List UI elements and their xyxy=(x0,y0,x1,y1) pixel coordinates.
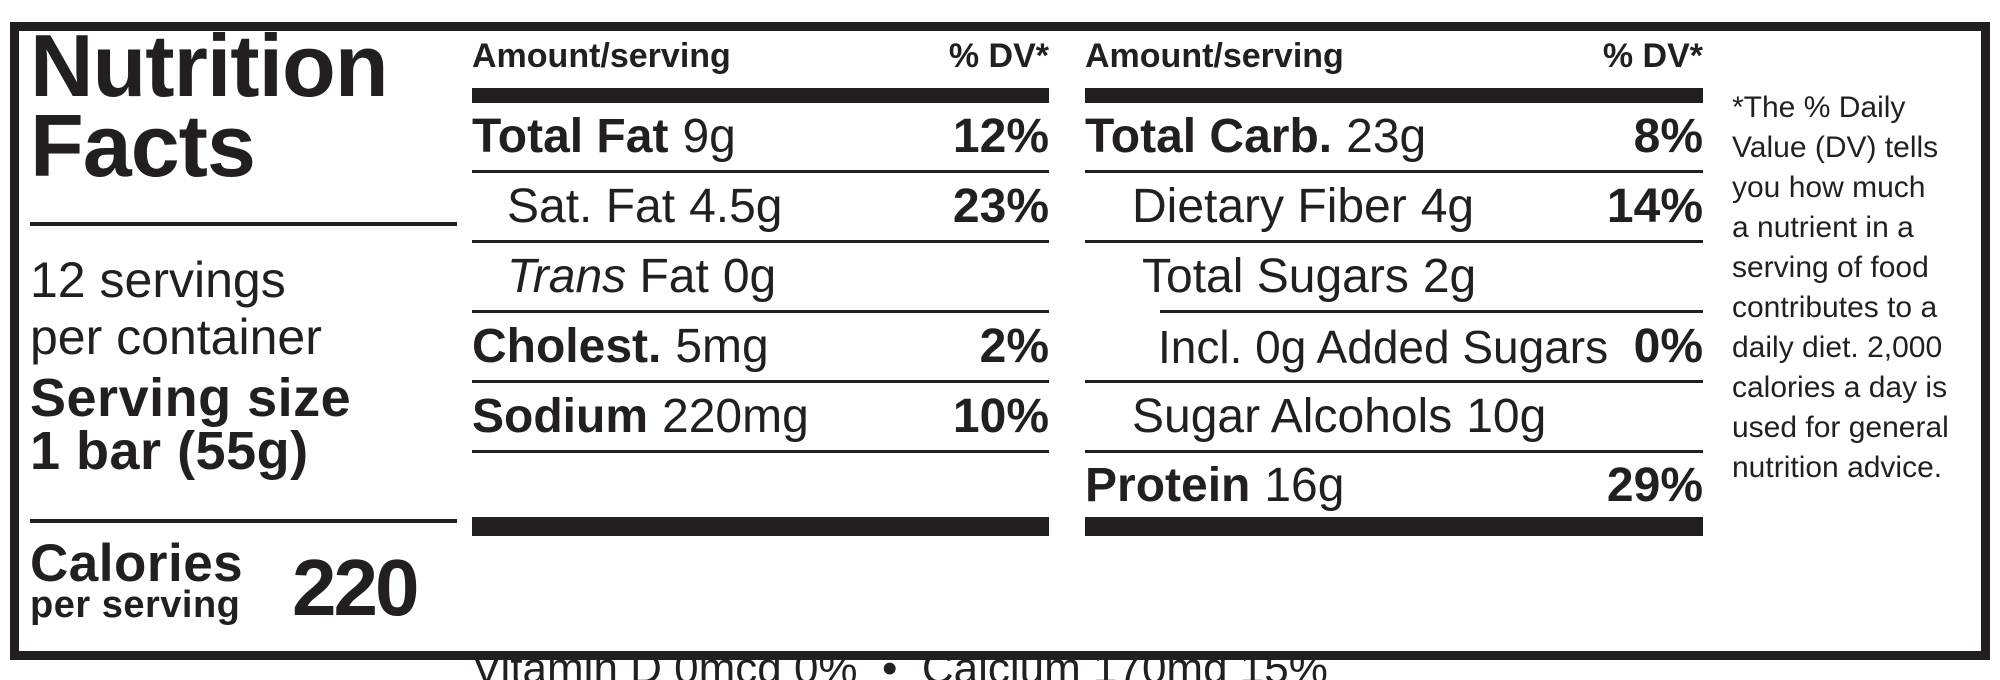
nutrient-table-carb: Amount/serving % DV* Total Carb. 23g 8% D… xyxy=(1085,38,1703,536)
header-percent-dv: % DV* xyxy=(948,37,1049,75)
nutrient-amount: 220mg xyxy=(662,390,809,443)
nutrient-row: Sodium 220mg 10% xyxy=(472,383,1049,450)
servings-per-container: 12 servings per container xyxy=(30,252,322,365)
label-title: Nutrition Facts xyxy=(30,16,389,195)
daily-value: 10% xyxy=(952,390,1049,443)
divider xyxy=(1085,170,1703,173)
header-amount-serving: Amount/serving xyxy=(1085,37,1344,75)
daily-value: 2% xyxy=(979,320,1049,373)
daily-value-footnote: *The % Daily Value (DV) tells you how mu… xyxy=(1732,91,1949,484)
nutrient-row: Incl. 0g Added Sugars 0% xyxy=(1085,313,1703,380)
divider xyxy=(472,240,1049,243)
divider xyxy=(472,310,1049,313)
nutrient-row: Dietary Fiber 4g 14% xyxy=(1085,173,1703,240)
nutrient-row: Trans Fat 0g xyxy=(472,243,1049,310)
thick-bar xyxy=(472,517,1049,536)
divider xyxy=(472,450,1049,453)
nutrient-row: Total Sugars 2g xyxy=(1085,243,1703,310)
daily-value: 23% xyxy=(952,180,1049,233)
nutrient-row: Cholest. 5mg 2% xyxy=(472,313,1049,380)
nutrient-amount: 0g xyxy=(722,250,777,303)
nutrient-name: Incl. 0g Added Sugars xyxy=(1158,320,1609,373)
nutrient-name: Dietary Fiber xyxy=(1132,180,1407,233)
nutrient-name: Fat xyxy=(639,250,709,303)
nutrient-amount: 10g xyxy=(1466,390,1547,443)
daily-value: 8% xyxy=(1633,110,1703,163)
daily-value: 12% xyxy=(952,110,1049,163)
nutrient-name-italic: Trans xyxy=(507,250,627,303)
nutrient-amount: 2g xyxy=(1422,250,1477,303)
calories-sublabel: per serving xyxy=(30,584,241,626)
divider xyxy=(1085,450,1703,453)
table-header: Amount/serving % DV* xyxy=(1085,38,1703,88)
divider xyxy=(1085,240,1703,243)
nutrient-name: Protein xyxy=(1085,458,1251,512)
calories-label: Calories xyxy=(30,534,244,593)
daily-value: 14% xyxy=(1606,180,1703,233)
divider xyxy=(472,170,1049,173)
thick-bar xyxy=(1085,88,1703,103)
nutrient-row: Total Carb. 23g 8% xyxy=(1085,103,1703,170)
nutrient-table-fat: Amount/serving % DV* Total Fat 9g 12% Sat… xyxy=(472,38,1049,536)
thick-bar xyxy=(472,88,1049,103)
divider xyxy=(30,519,457,523)
divider xyxy=(472,380,1049,383)
calories-value: 220 xyxy=(292,543,419,632)
nutrient-name: Sodium xyxy=(472,390,648,443)
nutrient-amount: 23g xyxy=(1346,110,1427,163)
nutrient-row: Sat. Fat 4.5g 23% xyxy=(472,173,1049,240)
divider xyxy=(1085,380,1703,383)
divider-indented xyxy=(1160,310,1703,313)
table-header: Amount/serving % DV* xyxy=(472,38,1049,88)
nutrient-amount: 4.5g xyxy=(689,180,783,233)
nutrient-amount: 16g xyxy=(1264,458,1345,512)
nutrient-name: Sugar Alcohols xyxy=(1132,390,1453,443)
nutrient-name: Total Carb. xyxy=(1085,110,1333,163)
serving-size: Serving size 1 bar (55g) xyxy=(30,368,352,481)
nutrient-name: Total Fat xyxy=(472,110,669,163)
spacer xyxy=(472,453,1049,517)
thick-bar xyxy=(1085,517,1703,536)
nutrient-amount: 9g xyxy=(682,110,736,163)
micronutrients-line1: Vitamin D 0mcg 0% • Calcium 170mg 15% xyxy=(472,644,1328,680)
serving-size-value: 1 bar (55g) xyxy=(30,421,309,481)
nutrient-name: Sat. Fat xyxy=(507,180,676,233)
header-amount-serving: Amount/serving xyxy=(472,37,731,75)
nutrient-row: Total Fat 9g 12% xyxy=(472,103,1049,170)
serving-size-label: Serving size xyxy=(30,368,352,428)
daily-value: 29% xyxy=(1606,458,1703,512)
nutrient-row: Sugar Alcohols 10g xyxy=(1085,383,1703,450)
divider xyxy=(30,222,457,226)
nutrient-name: Cholest. xyxy=(472,320,662,373)
header-percent-dv: % DV* xyxy=(1602,37,1703,75)
label-border xyxy=(10,22,1990,660)
nutrient-name: Total Sugars xyxy=(1142,250,1409,303)
nutrient-amount: 4g xyxy=(1420,180,1475,233)
nutrient-row: Protein 16g 29% xyxy=(1085,453,1703,517)
nutrient-amount: 5mg xyxy=(675,320,769,373)
micronutrients: Vitamin D 0mcg 0% • Calcium 170mg 15% Ir… xyxy=(472,536,1328,680)
daily-value: 0% xyxy=(1633,320,1703,373)
